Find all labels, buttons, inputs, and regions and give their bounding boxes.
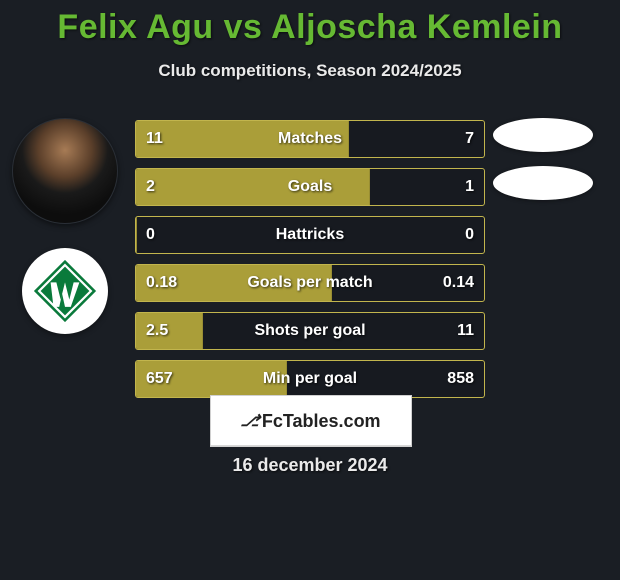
stat-right-value: 1	[465, 169, 474, 205]
player2-club-placeholder	[493, 166, 593, 200]
stat-right-value: 858	[447, 361, 474, 397]
stat-label: Goals per match	[136, 265, 484, 301]
stat-row: 657Min per goal858	[135, 360, 485, 398]
stat-row: 2.5Shots per goal11	[135, 312, 485, 350]
stat-right-value: 0	[465, 217, 474, 253]
werder-bremen-icon	[29, 255, 101, 327]
stat-rows: 11Matches72Goals10Hattricks00.18Goals pe…	[135, 120, 485, 408]
stat-row: 0.18Goals per match0.14	[135, 264, 485, 302]
club-badge	[22, 248, 108, 334]
stat-label: Shots per goal	[136, 313, 484, 349]
page-title: Felix Agu vs Aljoscha Kemlein	[0, 0, 620, 47]
stat-label: Matches	[136, 121, 484, 157]
stat-row: 2Goals1	[135, 168, 485, 206]
player2-column	[485, 118, 600, 214]
page-subtitle: Club competitions, Season 2024/2025	[0, 61, 620, 81]
date-text: 16 december 2024	[0, 455, 620, 476]
stat-right-value: 11	[457, 313, 474, 349]
stat-row: 11Matches7	[135, 120, 485, 158]
player2-photo-placeholder	[493, 118, 593, 152]
player1-column	[10, 118, 120, 334]
stat-right-value: 0.14	[443, 265, 474, 301]
branding-icon: ⎇	[240, 411, 261, 431]
branding-text: FcTables.com	[262, 411, 381, 432]
stat-label: Goals	[136, 169, 484, 205]
branding-box: ⎇ FcTables.com	[210, 395, 412, 447]
stat-row: 0Hattricks0	[135, 216, 485, 254]
stat-right-value: 7	[465, 121, 474, 157]
stat-label: Hattricks	[136, 217, 484, 253]
stat-label: Min per goal	[136, 361, 484, 397]
player1-photo	[12, 118, 118, 224]
